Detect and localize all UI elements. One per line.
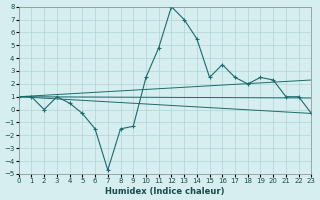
X-axis label: Humidex (Indice chaleur): Humidex (Indice chaleur) [105,187,225,196]
